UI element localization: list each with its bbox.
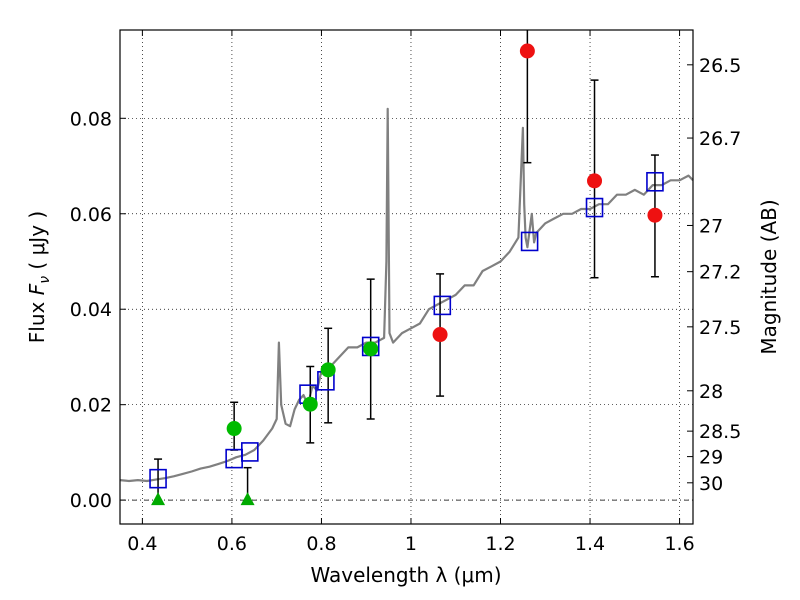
y2-tick-label: 28.5 [699, 421, 741, 443]
model-photometry-square [646, 171, 664, 192]
y2-tick-label: 26.5 [699, 55, 741, 77]
tick-layer: 0.4 0.6 0.8 1 1.2 1.4 1.6 0.00 0.02 0.04 0.06 0.08 2… [70, 30, 741, 555]
x-tick-label: 1.6 [664, 533, 694, 555]
x-tick-label: 1 [405, 533, 417, 555]
y-tick-label: 0.06 [70, 204, 112, 226]
y2-tick-label: 27.5 [699, 317, 741, 339]
y2-axis-title: Magnitude (AB) [757, 199, 781, 354]
y-tick-label: 0.02 [70, 395, 112, 417]
detection-point [320, 362, 336, 378]
detection-point [226, 421, 242, 437]
square-layer [149, 171, 664, 489]
y2-tick-label: 26.7 [699, 128, 741, 150]
model-photometry-square [585, 197, 604, 218]
model-photometry-square [433, 295, 452, 316]
marker-layer [151, 43, 663, 506]
y2-tick-label: 28 [699, 381, 723, 403]
plot-area [120, 30, 693, 524]
x-tick-label: 1.2 [485, 533, 515, 555]
y-tick-label: 0.08 [70, 108, 112, 130]
detection-point [647, 207, 663, 223]
model-photometry-square [149, 468, 167, 489]
detection-point [587, 173, 603, 189]
x-tick-label: 0.4 [127, 533, 157, 555]
plot-frame [119, 29, 694, 525]
model-photometry-square [241, 442, 259, 462]
y2-tick-label: 29 [699, 447, 723, 469]
detection-point [432, 327, 448, 343]
x-tick-label: 0.8 [306, 533, 336, 555]
detection-point [363, 341, 379, 357]
x-tick-label: 0.6 [217, 533, 247, 555]
y2-tick-label: 27.2 [699, 262, 741, 284]
y2-tick-label: 30 [699, 473, 723, 495]
y-tick-label: 0.00 [70, 490, 112, 512]
y-axis-title: Flux Fν ( μJy ) [25, 211, 53, 343]
y2-tick-label: 27 [699, 215, 723, 237]
spectrum-layer [119, 107, 694, 483]
x-tick-label: 1.4 [575, 533, 605, 555]
upper-limit-triangle [151, 492, 166, 506]
detection-point [519, 43, 535, 59]
y-tick-label: 0.04 [70, 299, 112, 321]
model-spectrum-line [119, 107, 694, 483]
model-photometry-square [520, 231, 539, 252]
detection-point [302, 396, 318, 412]
upper-limit-triangle [240, 492, 255, 506]
x-axis-title: Wavelength λ (μm) [310, 563, 501, 587]
